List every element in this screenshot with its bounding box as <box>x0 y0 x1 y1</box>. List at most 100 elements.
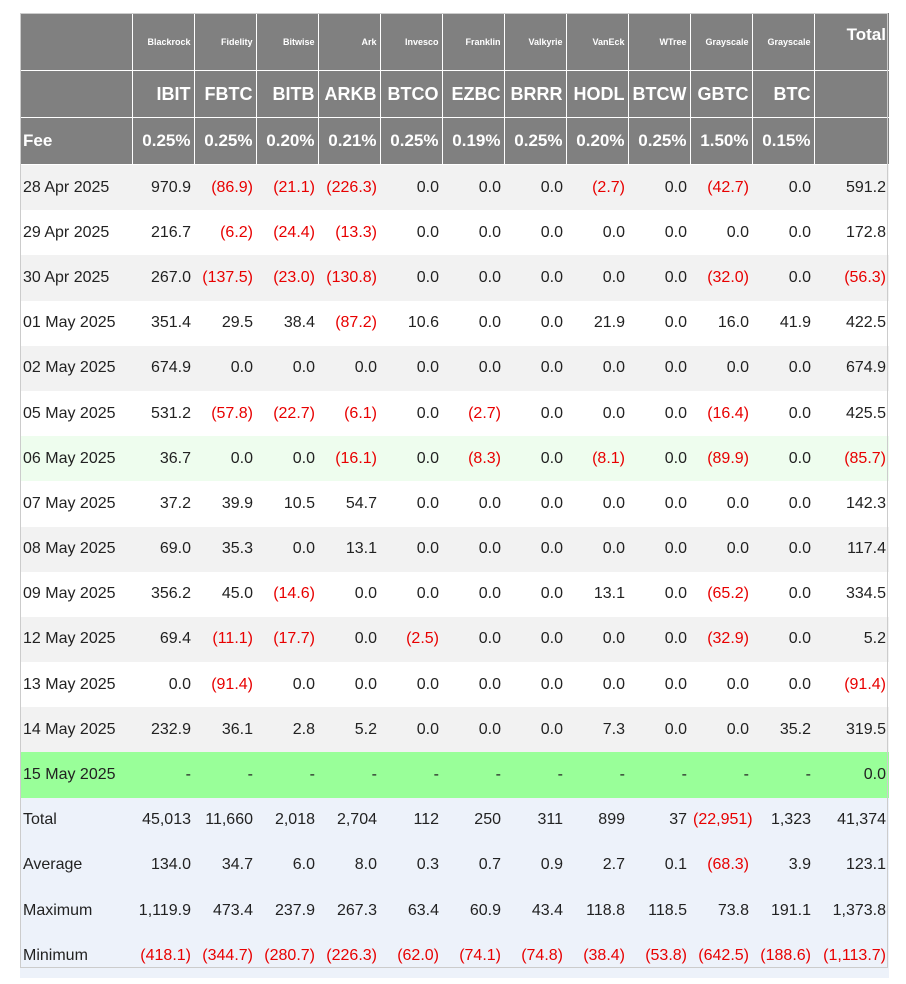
flow-cell: 3.9 <box>752 842 814 888</box>
flow-cell: (85.7) <box>814 436 889 482</box>
flow-cell: 36.7 <box>132 436 194 482</box>
flow-cell: (68.3) <box>690 842 752 888</box>
flow-cell: (23.0) <box>256 255 318 301</box>
table-row: 15 May 2025- - - - - - - - - - -0.0 <box>20 752 889 798</box>
flow-cell: 356.2 <box>132 571 194 617</box>
flow-cell: 267.3 <box>318 888 380 934</box>
flow-cell: 0.0 <box>628 164 690 211</box>
flow-cell: 0.0 <box>504 300 566 346</box>
flow-cell: - <box>504 752 566 798</box>
fee-header-cell-12 <box>814 117 889 165</box>
flow-cell: (65.2) <box>690 571 752 617</box>
flow-cell: 123.1 <box>814 842 889 888</box>
row-label: 14 May 2025 <box>20 707 132 753</box>
flow-cell: 69.0 <box>132 526 194 572</box>
flow-cell: 0.0 <box>380 707 442 753</box>
flow-cell: 0.0 <box>504 210 566 256</box>
flow-cell: 1,323 <box>752 797 814 843</box>
flow-cell: 172.8 <box>814 210 889 256</box>
flow-cell: 0.0 <box>752 616 814 663</box>
flow-cell: 0.0 <box>504 662 566 708</box>
flow-cell: 10.6 <box>380 300 442 346</box>
ticker-header-cell-12 <box>814 70 889 118</box>
flow-cell: 0.0 <box>566 390 628 437</box>
flow-cell: (11.1) <box>194 616 256 663</box>
row-label: 08 May 2025 <box>20 526 132 572</box>
flow-cell: (8.1) <box>566 436 628 482</box>
flow-cell: 5.2 <box>814 616 889 663</box>
table-body: 28 Apr 2025 970.9 (86.9) (21.1) (226.3) 0.0 0.… <box>20 164 889 979</box>
flow-cell: 0.0 <box>752 210 814 256</box>
flow-cell: 0.0 <box>318 345 380 391</box>
flow-cell: (14.6) <box>256 571 318 617</box>
flow-cell: 0.0 <box>380 662 442 708</box>
flow-cell: 970.9 <box>132 164 194 211</box>
row-label: 29 Apr 2025 <box>20 210 132 256</box>
row-label: 28 Apr 2025 <box>20 164 132 211</box>
flow-cell: 0.0 <box>628 481 690 527</box>
flow-cell: 473.4 <box>194 888 256 934</box>
flow-cell: - <box>132 752 194 798</box>
flow-cell: 1,373.8 <box>814 888 889 934</box>
flow-cell: 73.8 <box>690 888 752 934</box>
flow-cell: 117.4 <box>814 526 889 572</box>
flow-cell: 37 <box>628 797 690 843</box>
flow-cell: 0.0 <box>566 481 628 527</box>
issuer-header-cell-5: Invesco <box>380 13 443 71</box>
flow-cell: (21.1) <box>256 164 318 211</box>
flow-cell: 134.0 <box>132 842 194 888</box>
flow-cell: 34.7 <box>194 842 256 888</box>
flow-cell: (1,113.7) <box>814 933 889 979</box>
flow-cell: 0.0 <box>380 164 442 211</box>
flow-cell: 39.9 <box>194 481 256 527</box>
flow-cell: 334.5 <box>814 571 889 617</box>
summary-row: Minimum (418.1) (344.7) (280.7) (226.3) (62.0… <box>20 933 889 979</box>
flow-cell: 0.0 <box>752 662 814 708</box>
flow-cell: 29.5 <box>194 300 256 346</box>
flow-cell: (6.2) <box>194 210 256 256</box>
flow-cell: 10.5 <box>256 481 318 527</box>
flow-cell: 0.0 <box>256 526 318 572</box>
flow-cell: 674.9 <box>132 345 194 391</box>
flow-cell: 267.0 <box>132 255 194 301</box>
flow-cell: 899 <box>566 797 628 843</box>
issuer-header-cell-2: Fidelity <box>194 13 257 71</box>
flow-cell: (16.4) <box>690 390 752 437</box>
flow-cell: 250 <box>442 797 504 843</box>
flow-cell: 0.0 <box>318 662 380 708</box>
flow-cell: 0.0 <box>628 571 690 617</box>
flow-cell: 0.0 <box>442 481 504 527</box>
flow-cell: 0.0 <box>690 481 752 527</box>
flow-cell: (24.4) <box>256 210 318 256</box>
fee-header-cell-6: 0.19% <box>442 117 505 165</box>
flow-cell: 0.0 <box>442 300 504 346</box>
flow-cell: 0.0 <box>690 345 752 391</box>
table-row: 07 May 2025 37.2 39.9 10.5 54.7 0.0 0.0 0.0 0.0 0… <box>20 481 889 527</box>
table-row: 30 Apr 2025 267.0 (137.5) (23.0) (130.8) 0.0 0… <box>20 255 889 301</box>
flow-cell: (86.9) <box>194 164 256 211</box>
flow-cell: 0.0 <box>442 526 504 572</box>
flow-cell: 0.0 <box>752 345 814 391</box>
flow-cell: 0.0 <box>380 345 442 391</box>
flow-cell: 0.0 <box>690 210 752 256</box>
ticker-header-cell-4: ARKB <box>318 70 381 118</box>
table-row: 13 May 2025 0.0 (91.4) 0.0 0.0 0.0 0.0 0.0 0.0 0.… <box>20 662 889 708</box>
flow-cell: 0.0 <box>504 571 566 617</box>
table-row: 08 May 2025 69.0 35.3 0.0 13.1 0.0 0.0 0.0 0.0 0.… <box>20 526 889 572</box>
flow-cell: (280.7) <box>256 933 318 979</box>
flow-cell: 0.0 <box>442 571 504 617</box>
flow-cell: 60.9 <box>442 888 504 934</box>
flow-cell: 0.0 <box>256 436 318 482</box>
flow-cell: 37.2 <box>132 481 194 527</box>
flow-cell: 0.0 <box>442 662 504 708</box>
flow-cell: 11,660 <box>194 797 256 843</box>
flow-cell: (13.3) <box>318 210 380 256</box>
flow-cell: 35.2 <box>752 707 814 753</box>
flow-cell: 591.2 <box>814 164 889 211</box>
flow-cell: 237.9 <box>256 888 318 934</box>
flow-cell: 0.0 <box>752 390 814 437</box>
flow-cell: 0.0 <box>690 662 752 708</box>
flow-cell: - <box>380 752 442 798</box>
flow-cell: 6.0 <box>256 842 318 888</box>
flow-cell: 191.1 <box>752 888 814 934</box>
